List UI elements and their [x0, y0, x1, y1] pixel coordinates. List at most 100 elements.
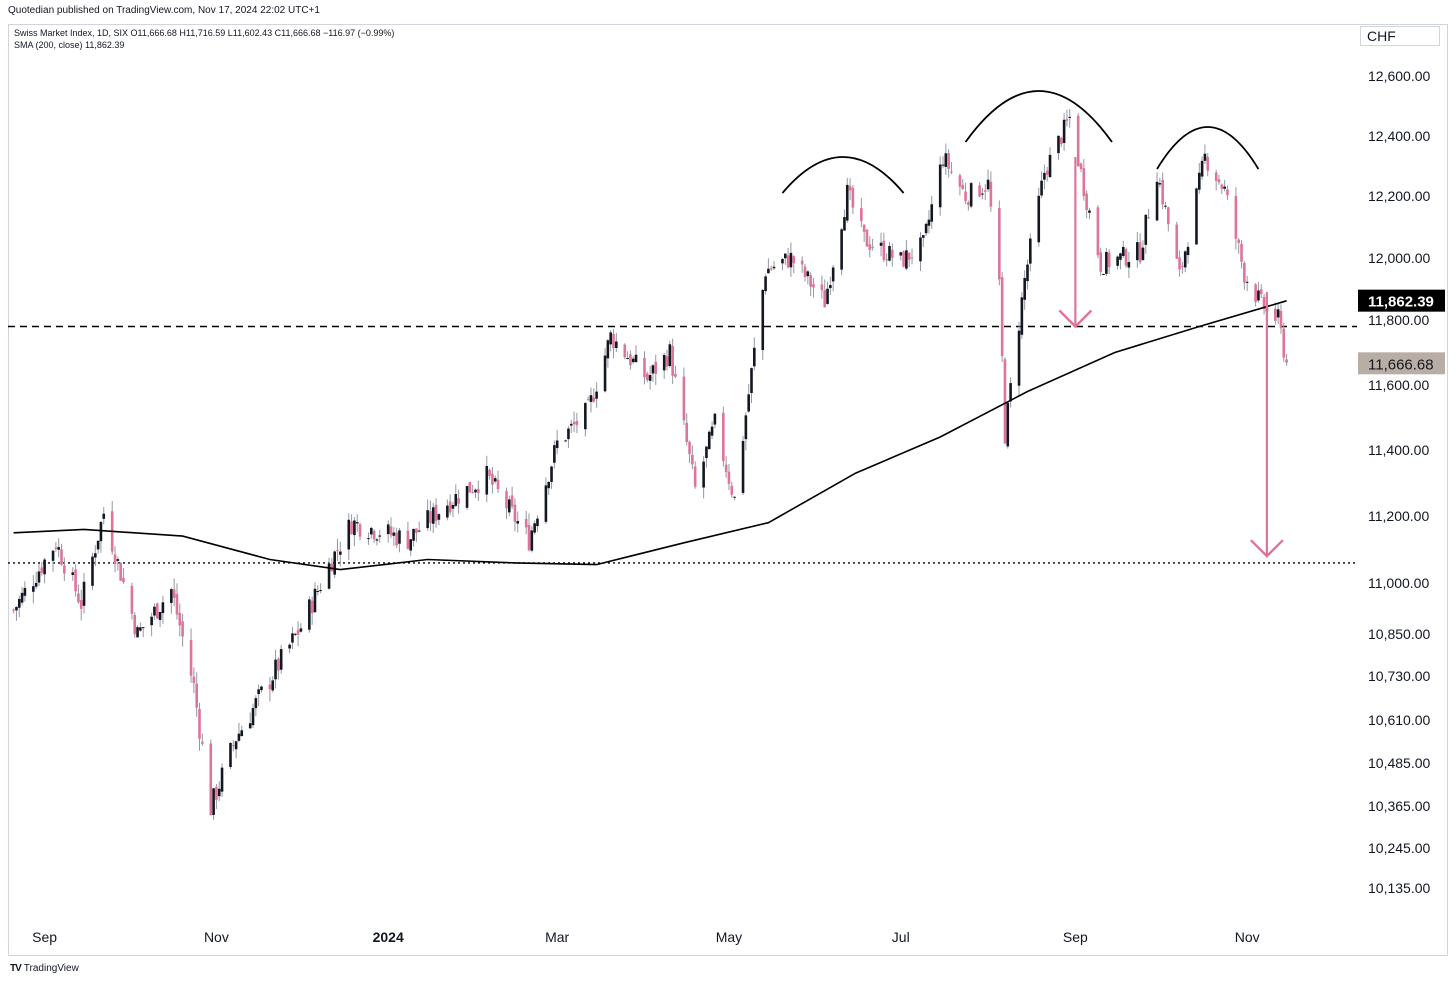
- candle-body: [491, 473, 494, 485]
- candle-body: [555, 440, 559, 449]
- last-price-tag: [1358, 352, 1445, 375]
- candle-body: [60, 549, 63, 565]
- candle-body: [800, 260, 804, 265]
- candle-body: [434, 504, 438, 521]
- candle-body: [1136, 242, 1139, 261]
- candle-body: [567, 428, 570, 440]
- candle-body: [74, 569, 77, 592]
- candle-body: [705, 446, 708, 459]
- candle-body: [493, 478, 497, 482]
- candle-body: [772, 266, 776, 269]
- candle-body: [829, 285, 832, 289]
- candle-body: [747, 394, 750, 412]
- candle-body: [1127, 262, 1131, 268]
- chart-frame: [8, 24, 1448, 956]
- candle-body: [693, 466, 697, 487]
- tradingview-brand[interactable]: TV TradingView: [10, 963, 79, 974]
- candle-body: [671, 345, 674, 376]
- last-price-tag-label: 11,666.68: [1368, 356, 1434, 373]
- candle-body: [353, 520, 356, 536]
- candle-body: [1237, 239, 1241, 243]
- sma-legend[interactable]: SMA (200, close) 11,862.39: [14, 40, 125, 50]
- candle-body: [198, 708, 201, 739]
- candle-body: [665, 356, 669, 367]
- candle-body: [175, 593, 179, 615]
- candle-body: [1262, 297, 1266, 309]
- candle-body: [113, 554, 117, 565]
- x-tick-label: Sep: [32, 929, 57, 945]
- candle-body: [947, 153, 950, 169]
- candle-body: [907, 252, 911, 260]
- candle-body: [1186, 246, 1190, 256]
- candle-body: [251, 708, 255, 726]
- candle-body: [426, 510, 429, 529]
- candle-body: [924, 223, 928, 234]
- candle-body: [71, 572, 75, 575]
- x-tick-label: May: [716, 929, 742, 945]
- candle-body: [812, 284, 815, 288]
- candle-body: [1138, 242, 1142, 263]
- candle-body: [781, 259, 784, 264]
- candle-body: [172, 589, 176, 598]
- candle-body: [232, 745, 235, 747]
- candle-body: [468, 481, 472, 493]
- candle-body: [707, 431, 711, 450]
- candle-body: [386, 524, 390, 535]
- candle-body: [648, 375, 652, 381]
- candle-body: [1164, 205, 1167, 207]
- candle-body: [1223, 186, 1226, 189]
- candle-body: [133, 614, 137, 635]
- candle-body: [685, 422, 689, 442]
- candle-body: [1226, 189, 1229, 196]
- candle-body: [471, 491, 474, 493]
- chart-legend[interactable]: Swiss Market Index, 1D, SIX O11,666.68 H…: [14, 27, 394, 51]
- candle-body: [274, 659, 277, 680]
- candle-body: [178, 612, 182, 626]
- candle-body: [958, 175, 962, 187]
- candle-body: [989, 181, 993, 207]
- y-tick-label: 11,800.00: [1368, 312, 1429, 328]
- candle-body: [1102, 274, 1105, 276]
- candle-body: [451, 505, 455, 509]
- y-tick-label: 10,245.00: [1368, 840, 1430, 856]
- candle-body: [899, 252, 903, 256]
- candle-body: [1245, 281, 1249, 283]
- candle-body: [254, 698, 258, 709]
- candle-body: [1254, 284, 1257, 302]
- candle-body: [809, 275, 812, 287]
- candle-body: [94, 553, 97, 558]
- candle-body: [139, 627, 142, 631]
- candle-body: [1124, 249, 1128, 266]
- candle-body: [1037, 195, 1041, 243]
- candle-body: [1000, 277, 1004, 357]
- candle-body: [767, 268, 770, 274]
- candle-body: [119, 563, 122, 581]
- candle-body: [1243, 262, 1246, 283]
- candle-body: [1175, 224, 1179, 259]
- candle-body: [319, 590, 322, 592]
- y-tick-label: 12,400.00: [1368, 128, 1430, 144]
- candle-body: [1183, 251, 1187, 268]
- candle-body: [1107, 252, 1111, 268]
- candle-body: [910, 257, 914, 259]
- candle-body: [575, 421, 579, 426]
- candle-body: [547, 482, 551, 489]
- candle-body: [415, 528, 418, 533]
- candle-body: [629, 354, 632, 366]
- candle-body: [851, 187, 855, 208]
- candle-body: [930, 204, 934, 222]
- candle-body: [865, 229, 869, 247]
- candle-body: [1003, 359, 1007, 444]
- candle-body: [102, 513, 106, 519]
- candle-body: [764, 276, 767, 292]
- y-tick-label: 11,200.00: [1368, 508, 1429, 524]
- currency-selector[interactable]: CHF: [1360, 26, 1440, 46]
- candle-body: [730, 485, 734, 495]
- candle-body: [296, 630, 300, 635]
- candle-body: [375, 539, 379, 541]
- candle-body: [702, 461, 705, 488]
- candle-body: [967, 202, 970, 205]
- candle-body: [1057, 135, 1060, 154]
- symbol-legend[interactable]: Swiss Market Index, 1D, SIX O11,666.68 H…: [14, 28, 395, 38]
